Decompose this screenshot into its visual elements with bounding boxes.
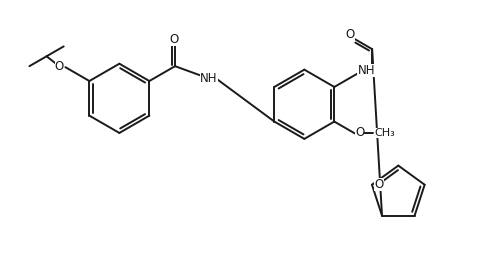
Text: NH: NH xyxy=(200,72,218,85)
Text: NH: NH xyxy=(358,64,375,77)
Text: O: O xyxy=(169,33,179,46)
Text: O: O xyxy=(346,28,355,41)
Text: CH₃: CH₃ xyxy=(374,129,395,138)
Text: O: O xyxy=(374,178,384,191)
Text: O: O xyxy=(55,60,64,73)
Text: O: O xyxy=(355,126,365,139)
